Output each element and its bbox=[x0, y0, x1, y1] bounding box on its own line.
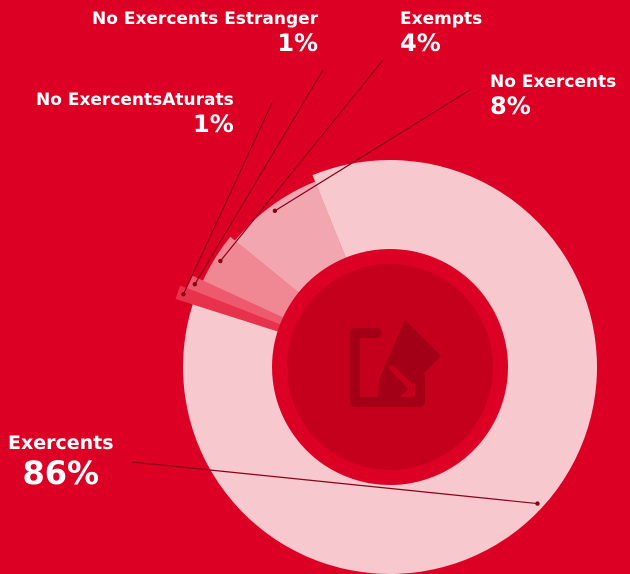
slice-exercents bbox=[182, 159, 597, 574]
leader-dot bbox=[192, 281, 198, 287]
leader-lines bbox=[131, 59, 540, 506]
label-no-exercents: No Exercents 8% bbox=[490, 72, 617, 120]
label-no-exercents-aturats: No ExercentsAturats 1% bbox=[36, 90, 234, 138]
leader-dot bbox=[535, 501, 540, 506]
label-exempts-value: 4% bbox=[400, 28, 441, 57]
slice-no-exercents-estranger bbox=[186, 275, 304, 333]
label-exercents: Exercents 86% bbox=[8, 432, 114, 492]
label-no-exercents-estranger-value: 1% bbox=[277, 28, 319, 57]
leader-line bbox=[274, 89, 471, 212]
label-exercents-value: 86% bbox=[22, 453, 100, 492]
label-no-exercents-aturats-value: 1% bbox=[193, 109, 234, 138]
label-exempts-name: Exempts bbox=[400, 9, 483, 29]
label-no-exercents-value: 8% bbox=[490, 91, 531, 120]
label-exempts: Exempts 4% bbox=[400, 9, 483, 57]
label-exercents-name: Exercents bbox=[8, 432, 114, 454]
label-no-exercents-name: No Exercents bbox=[490, 72, 617, 92]
edit-document-icon bbox=[350, 320, 441, 407]
label-no-exercents-estranger: No Exercents Estranger 1% bbox=[92, 9, 319, 57]
label-no-exercents-aturats-name: No ExercentsAturats bbox=[36, 90, 234, 110]
leader-dot bbox=[218, 258, 223, 264]
leader-dot bbox=[181, 292, 186, 297]
leader-line bbox=[182, 102, 273, 295]
leader-line bbox=[131, 461, 538, 505]
leader-line bbox=[219, 59, 384, 262]
slice-no-exercentsaturats bbox=[175, 285, 302, 339]
label-no-exercents-estranger-name: No Exercents Estranger bbox=[92, 9, 319, 29]
leader-dot bbox=[272, 208, 278, 214]
slice-exempts bbox=[202, 236, 317, 328]
leader-line bbox=[194, 69, 324, 285]
